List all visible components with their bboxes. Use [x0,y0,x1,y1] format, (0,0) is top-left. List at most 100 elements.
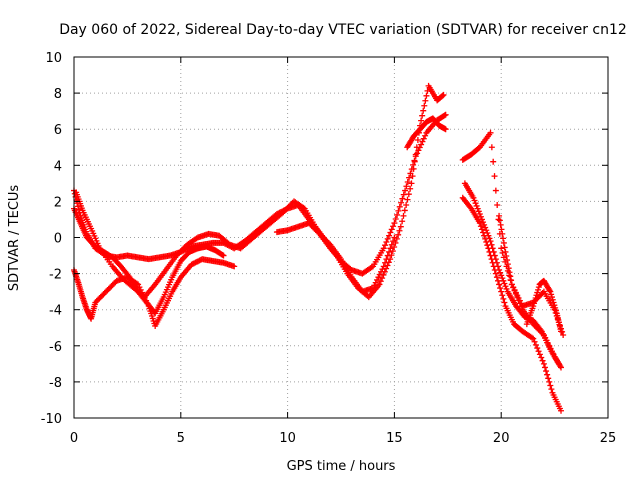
data-point [545,375,552,382]
series-track-f [404,115,449,151]
data-point [399,195,406,202]
x-tick-label: 15 [386,431,403,446]
y-tick-label: -8 [49,376,62,391]
data-point [536,351,543,358]
data-point [532,341,539,348]
data-point [491,252,498,259]
data-point [511,286,518,293]
data-point [396,203,403,210]
data-point [477,223,484,230]
data-point [483,239,490,246]
data-point [501,244,508,251]
marks-layer [71,82,567,414]
data-point [402,187,409,194]
data-point [380,245,387,252]
y-axis-label: SDTVAR / TECUs [7,185,22,292]
data-point [504,257,511,264]
data-point [387,245,394,252]
data-point [379,266,386,273]
data-point [492,187,499,194]
data-point [300,204,307,211]
data-point [408,180,415,187]
data-point [531,300,538,307]
data-point [488,144,495,151]
data-point [404,178,411,185]
data-point [500,239,507,246]
x-tick-label: 0 [70,431,78,446]
data-point [478,216,485,223]
data-point [533,292,540,299]
data-point [386,248,393,255]
data-point [531,297,538,304]
data-point [552,304,559,311]
data-point [476,211,483,218]
data-point [414,137,421,144]
data-point [383,256,390,263]
data-point [499,275,506,282]
data-point [494,277,501,284]
data-point [476,220,483,227]
data-point [496,281,503,288]
data-point [478,226,485,233]
data-point [487,238,494,245]
data-point [501,299,508,306]
data-point [486,235,493,242]
data-point [482,224,489,231]
data-point [514,292,521,299]
data-point [442,111,449,118]
data-point [404,196,411,203]
data-point [491,173,498,180]
data-point [530,335,537,342]
x-tick-label: 10 [279,431,296,446]
data-point [506,269,513,276]
data-point [388,241,395,248]
data-point [528,334,535,341]
data-point [487,129,494,136]
data-point [499,249,506,256]
data-point [488,241,495,248]
data-point [502,283,509,290]
data-point [530,303,537,310]
data-point [394,211,401,218]
data-point [512,289,519,296]
data-point [539,357,546,364]
data-point [501,280,508,287]
series-track-i [461,180,562,367]
data-point [400,212,407,219]
data-point [500,295,507,302]
data-point [378,268,385,275]
data-point [470,194,477,201]
ticks-layer: 0 5 10 15 20 25 -10 -8 -6 -4 -2 0 2 4 6 8 10 [41,51,617,446]
data-point [390,223,397,230]
data-point [383,239,390,246]
data-point [407,185,414,192]
data-point [508,281,515,288]
data-point [231,263,238,270]
data-point [560,331,567,338]
x-tick-label: 5 [177,431,185,446]
data-point [386,232,393,239]
data-point [535,286,542,293]
data-point [494,263,501,270]
data-point [439,92,446,99]
series-track-e [273,220,398,295]
data-point [370,285,377,292]
data-point [412,151,419,158]
data-point [392,215,399,222]
data-point [420,107,427,114]
data-point [403,202,410,209]
data-point [494,202,501,209]
data-point [475,208,482,215]
x-tick-label: 20 [493,431,510,446]
data-point [418,141,425,148]
data-point [492,256,499,263]
data-point [493,274,500,281]
data-point [403,183,410,190]
data-point [550,299,557,306]
data-point [500,235,507,242]
data-point [489,245,496,252]
data-point [388,226,395,233]
data-point [531,338,538,345]
data-point [548,291,555,298]
